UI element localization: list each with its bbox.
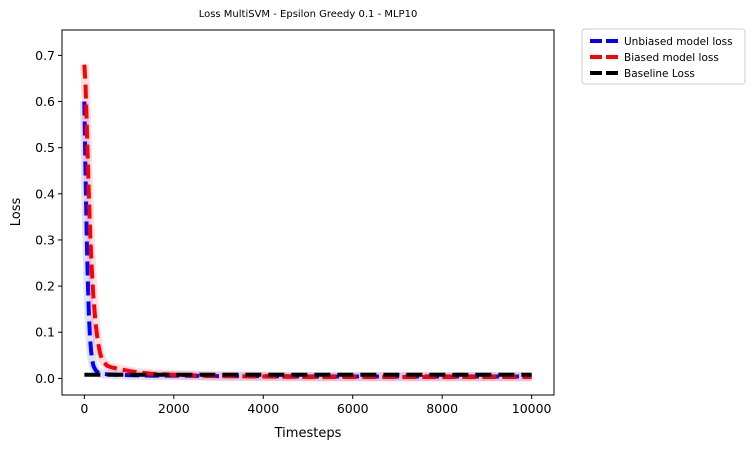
y-tick-label: 0.3 [35, 232, 55, 247]
chart-title: Loss MultiSVM - Epsilon Greedy 0.1 - MLP… [199, 9, 418, 20]
x-axis: 0 2000 4000 6000 8000 10000 [80, 395, 552, 416]
x-tick-label: 0 [80, 401, 88, 416]
x-tick-label: 6000 [337, 401, 369, 416]
series-layer [79, 64, 532, 382]
y-tick-label: 0.0 [35, 371, 55, 386]
legend-label: Unbiased model loss [624, 36, 733, 48]
y-tick-label: 0.5 [35, 140, 55, 155]
legend-frame [581, 28, 746, 85]
y-axis-label: Loss [9, 198, 24, 227]
y-tick-label: 0.7 [35, 48, 55, 63]
x-tick-label: 2000 [158, 401, 190, 416]
y-tick-label: 0.2 [35, 279, 55, 294]
series-band-1 [79, 64, 532, 382]
x-tick-label: 4000 [247, 401, 279, 416]
x-axis-label: Timesteps [274, 426, 342, 441]
legend: Unbiased model loss Biased model loss Base… [581, 28, 746, 85]
x-tick-label: 8000 [426, 401, 458, 416]
y-tick-label: 0.1 [35, 325, 55, 340]
series-line-biased-model-loss [82, 64, 532, 379]
series-line-unbiased-model-loss [82, 101, 532, 379]
series-band-0 [79, 101, 532, 382]
y-axis: 0.0 0.1 0.2 0.3 0.4 0.5 0.6 0.7 [35, 48, 62, 386]
x-tick-label: 10000 [512, 401, 552, 416]
y-tick-label: 0.6 [35, 94, 55, 109]
plot-frame [61, 29, 555, 396]
legend-label: Baseline Loss [624, 68, 695, 80]
y-tick-label: 0.4 [35, 186, 55, 201]
legend-label: Biased model loss [624, 52, 719, 64]
